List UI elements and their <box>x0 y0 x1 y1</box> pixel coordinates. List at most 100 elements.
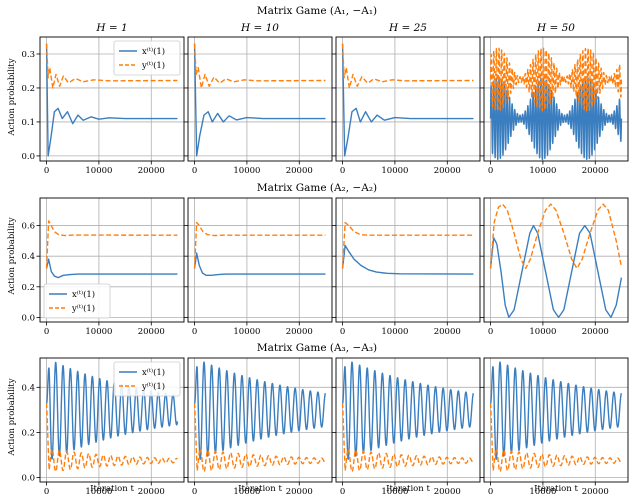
panel-r3-h1: 0 10000 20000 0.0 0.2 0.4 x⁽ᵗ⁾(1) y⁽ᵗ⁾(1) <box>21 357 185 497</box>
axes-frame <box>187 36 333 162</box>
x-tick-label: 0 <box>192 327 197 337</box>
row-title-2: Matrix Game (A₂, −A₂) <box>257 182 377 194</box>
axes-frame <box>187 197 333 323</box>
axes-frame <box>483 357 629 483</box>
axes-frame <box>39 197 185 323</box>
axes-frame <box>335 197 481 323</box>
series-x-r1-h10 <box>193 43 326 157</box>
x-tick-label: 0 <box>340 487 345 497</box>
x-axis-label-4: Iteration t <box>534 484 578 494</box>
panel-r2-h50: 0 10000 20000 <box>480 197 629 337</box>
x-tick-label: 20000 <box>434 487 461 497</box>
x-tick-label: 20000 <box>582 487 609 497</box>
x-tick-label: 20000 <box>286 327 313 337</box>
x-tick-label: 20000 <box>582 166 609 176</box>
panel-r1-h1: 0 10000 20000 0.0 0.1 0.2 0.3 x⁽ᵗ⁾(1) y⁽ᵗ⁾(1) <box>21 36 185 176</box>
series-x-r2-h10 <box>193 252 326 277</box>
axes-frame <box>483 36 629 162</box>
x-tick-label: 0 <box>488 166 493 176</box>
series-x-r3-h1 <box>45 361 179 460</box>
panel-r2-h1: 0 10000 20000 0.0 0.2 0.4 0.6 x⁽ᵗ⁾(1) y⁽ᵗ⁾(1) <box>21 197 185 337</box>
legend-box <box>113 40 181 76</box>
x-tick-label: 10000 <box>381 487 408 497</box>
series-y-r2-h10 <box>193 221 326 269</box>
x-tick-label: 20000 <box>434 327 461 337</box>
y-tick-label: 0.4 <box>21 252 35 262</box>
x-tick-label: 0 <box>44 487 49 497</box>
series-x-r3-h10 <box>193 361 327 460</box>
y-tick-label: 0.2 <box>21 283 35 293</box>
legend-box <box>113 361 181 397</box>
legend: x⁽ᵗ⁾(1) y⁽ᵗ⁾(1) <box>113 361 181 397</box>
x-axis-label-3: Iteration t <box>386 484 430 494</box>
x-tick-label: 20000 <box>286 166 313 176</box>
panel-r3-h10: 0 10000 20000 <box>184 357 333 497</box>
series-y-r1-h1 <box>45 43 178 89</box>
series-y-r3-h10 <box>193 403 327 473</box>
col-title-h10: H = 10 <box>240 22 279 34</box>
y-tick-label: 0.0 <box>21 152 35 162</box>
series-x-r3-h25 <box>341 361 475 460</box>
x-tick-label: 20000 <box>138 166 165 176</box>
y-tick-label: 0.2 <box>21 84 35 94</box>
legend: x⁽ᵗ⁾(1) y⁽ᵗ⁾(1) <box>43 283 111 319</box>
y-tick-label: 0.0 <box>21 473 35 483</box>
series-y-r1-h25 <box>341 43 474 89</box>
x-tick-label: 0 <box>340 327 345 337</box>
series-x-r2-h1 <box>45 258 178 279</box>
legend-box <box>43 283 111 319</box>
x-tick-label: 10000 <box>85 166 112 176</box>
y-axis-label-row3: Action probability <box>7 378 17 456</box>
x-tick-label: 10000 <box>233 166 260 176</box>
series-x-r1-h50 <box>489 77 623 160</box>
legend-label-x: x⁽ᵗ⁾(1) <box>72 289 95 300</box>
row-title-3: Matrix Game (A₃, −A₃) <box>257 342 377 354</box>
series-y-r2-h25 <box>341 221 474 269</box>
y-tick-label: 0.1 <box>21 118 35 128</box>
x-tick-label: 0 <box>192 166 197 176</box>
series-y-r2-h50 <box>489 203 623 270</box>
x-axis-label-1: Iteration t <box>90 484 134 494</box>
x-tick-label: 10000 <box>529 327 556 337</box>
x-tick-label: 20000 <box>582 327 609 337</box>
panels: 0 10000 20000 0.0 0.1 0.2 0.3 x⁽ᵗ⁾(1) y⁽ᵗ⁾(1) 0 10… <box>21 36 629 497</box>
axes-frame <box>483 197 629 323</box>
y-axis-label-row1: Action probability <box>7 58 17 136</box>
legend-label-x: x⁽ᵗ⁾(1) <box>142 367 165 378</box>
y-tick-label: 0.6 <box>21 222 35 232</box>
x-tick-label: 0 <box>192 487 197 497</box>
panel-r1-h25: 0 10000 20000 <box>332 36 481 176</box>
axes-frame <box>187 357 333 483</box>
legend-label-y: y⁽ᵗ⁾(1) <box>141 381 165 392</box>
x-tick-label: 10000 <box>381 327 408 337</box>
series-y-r3-h50 <box>489 403 623 473</box>
series-y-r2-h1 <box>45 220 178 269</box>
x-tick-label: 20000 <box>138 487 165 497</box>
axes-frame <box>335 36 481 162</box>
x-tick-label: 0 <box>488 487 493 497</box>
row-title-1: Matrix Game (A₁, −A₁) <box>257 5 377 17</box>
col-title-h25: H = 25 <box>388 22 427 34</box>
axes-frame <box>39 36 185 162</box>
axes-frame <box>335 357 481 483</box>
x-tick-label: 20000 <box>434 166 461 176</box>
panel-r3-h50: 0 10000 20000 <box>480 357 629 497</box>
x-tick-label: 0 <box>44 166 49 176</box>
panel-r1-h10: 0 10000 20000 <box>184 36 333 176</box>
panel-r2-h10: 0 10000 20000 <box>184 197 333 337</box>
series-x-r1-h25 <box>341 43 474 157</box>
series-x-r1-h1 <box>45 43 178 157</box>
col-title-h1: H = 1 <box>95 22 127 34</box>
series-x-r2-h25 <box>341 244 474 275</box>
panel-r2-h25: 0 10000 20000 <box>332 197 481 337</box>
series-x-r3-h50 <box>489 361 623 460</box>
x-axis-label-2: Iteration t <box>238 484 282 494</box>
series-y-r3-h1 <box>45 403 179 473</box>
x-tick-label: 10000 <box>233 487 260 497</box>
legend-label-y: y⁽ᵗ⁾(1) <box>141 60 165 71</box>
panel-r3-h25: 0 10000 20000 <box>332 357 481 497</box>
x-tick-label: 10000 <box>233 327 260 337</box>
x-tick-label: 0 <box>340 166 345 176</box>
series-x-r2-h50 <box>489 224 623 319</box>
